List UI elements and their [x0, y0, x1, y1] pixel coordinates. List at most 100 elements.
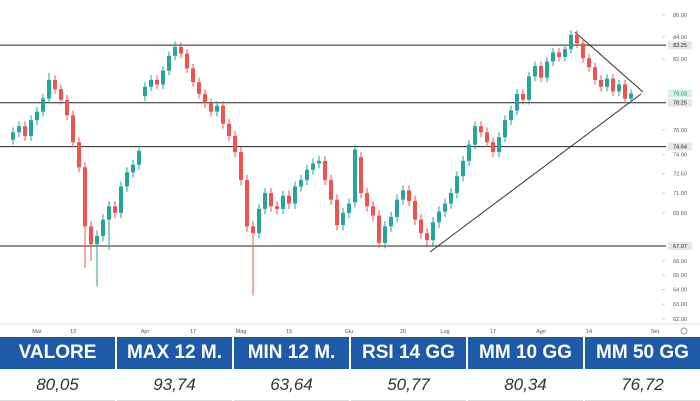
- candle-body: [23, 126, 27, 136]
- x-tick-label: Mar: [32, 329, 42, 335]
- candle-body: [209, 103, 213, 112]
- candle-body: [233, 135, 237, 153]
- level-label: 78.25: [673, 101, 687, 107]
- settings-icon[interactable]: [680, 327, 688, 335]
- y-tick-label: 76.00: [673, 128, 687, 134]
- candle-body: [401, 190, 405, 200]
- candle-body: [371, 206, 375, 216]
- table-header-cell: MAX 12 M.: [117, 337, 232, 369]
- table-header-cell: VALORE: [0, 337, 115, 369]
- candle-body: [299, 180, 303, 187]
- x-tick-label: 14: [586, 329, 592, 335]
- candle-body: [161, 70, 165, 85]
- candle-body: [131, 164, 135, 173]
- candle-body: [335, 199, 339, 226]
- candle-body: [35, 111, 39, 121]
- candle-body: [323, 160, 327, 181]
- candle-body: [305, 169, 309, 181]
- candle-body: [77, 142, 81, 168]
- candle-body: [251, 226, 255, 234]
- candle-body: [119, 186, 123, 213]
- falling-trendline: [574, 31, 644, 93]
- candle-body: [593, 67, 597, 80]
- candle-body: [437, 211, 441, 223]
- y-tick-label: 84.00: [673, 35, 687, 41]
- candle-body: [155, 79, 159, 85]
- candle-body: [431, 222, 435, 241]
- x-tick-label: 13: [70, 329, 76, 335]
- table-value-cell: 80,05: [0, 370, 115, 401]
- x-tick-label: 17: [490, 329, 496, 335]
- y-tick-label: 69.50: [673, 211, 687, 217]
- candle-body: [521, 93, 525, 100]
- y-tick-label: 62.00: [673, 317, 687, 323]
- candle-body: [329, 180, 333, 200]
- candle-body: [47, 79, 51, 99]
- candle-body: [293, 186, 297, 204]
- candle-body: [347, 203, 351, 213]
- y-tick-label: 71.00: [673, 191, 687, 197]
- candle-body: [137, 150, 141, 165]
- x-tick-label: 15: [286, 329, 292, 335]
- candle-body: [455, 176, 459, 194]
- candle-body: [101, 219, 105, 236]
- candle-body: [461, 160, 465, 177]
- candle-body: [59, 89, 63, 100]
- level-label-box: [668, 241, 692, 250]
- y-tick-label: 65.00: [673, 273, 687, 279]
- candle-body: [215, 105, 219, 112]
- candle-body: [143, 86, 147, 97]
- candle-body: [545, 61, 549, 78]
- level-label-box: [668, 142, 692, 151]
- candle-body: [227, 123, 231, 136]
- level-label: 83.25: [673, 43, 687, 49]
- candle-body: [479, 126, 483, 133]
- candle-body: [257, 208, 261, 234]
- candle-body: [113, 206, 117, 213]
- y-tick-label: 66.00: [673, 259, 687, 265]
- level-label-box: [668, 41, 692, 50]
- y-tick-label: 86.00: [673, 13, 687, 19]
- x-tick-label: 20: [400, 329, 406, 335]
- candle-body: [425, 233, 429, 241]
- candle-body: [71, 115, 75, 143]
- candle-body: [197, 82, 201, 94]
- candle-body: [317, 160, 321, 164]
- table-value-cell: 76,72: [585, 370, 700, 401]
- candle-body: [569, 34, 573, 50]
- y-tick-label: 63.00: [673, 302, 687, 308]
- candle-body: [509, 110, 513, 121]
- candle-body: [485, 132, 489, 143]
- candle-body: [395, 199, 399, 217]
- candle-body: [311, 163, 315, 170]
- candle-body: [413, 200, 417, 220]
- y-tick-label: 82.00: [673, 57, 687, 63]
- candle-body: [287, 195, 291, 204]
- candle-body: [125, 172, 129, 187]
- candle-body: [599, 79, 603, 87]
- candle-body: [503, 120, 507, 138]
- y-tick-label: 74.00: [673, 153, 687, 159]
- x-tick-label: Giu: [345, 329, 354, 335]
- candle-body: [167, 55, 171, 71]
- candle-body: [419, 219, 423, 234]
- candle-body: [467, 144, 471, 161]
- candle-body: [527, 76, 531, 100]
- candle-body: [557, 52, 561, 57]
- candle-body: [53, 79, 57, 90]
- candle-body: [263, 193, 267, 209]
- y-tick-label: 72.50: [673, 172, 687, 178]
- table-value-cell: 63,64: [234, 370, 349, 401]
- candle-body: [179, 46, 183, 54]
- x-tick-label: Apr: [141, 329, 150, 335]
- candle-body: [41, 98, 45, 112]
- candle-body: [95, 235, 99, 245]
- candle-body: [407, 190, 411, 201]
- table-header-cell: RSI 14 GG: [351, 337, 466, 369]
- last-price-box: [668, 89, 692, 98]
- candle-body: [89, 226, 93, 245]
- table-header-cell: MM 10 GG: [468, 337, 583, 369]
- table-header-cell: MM 50 GG: [585, 337, 700, 369]
- candle-body: [587, 58, 591, 68]
